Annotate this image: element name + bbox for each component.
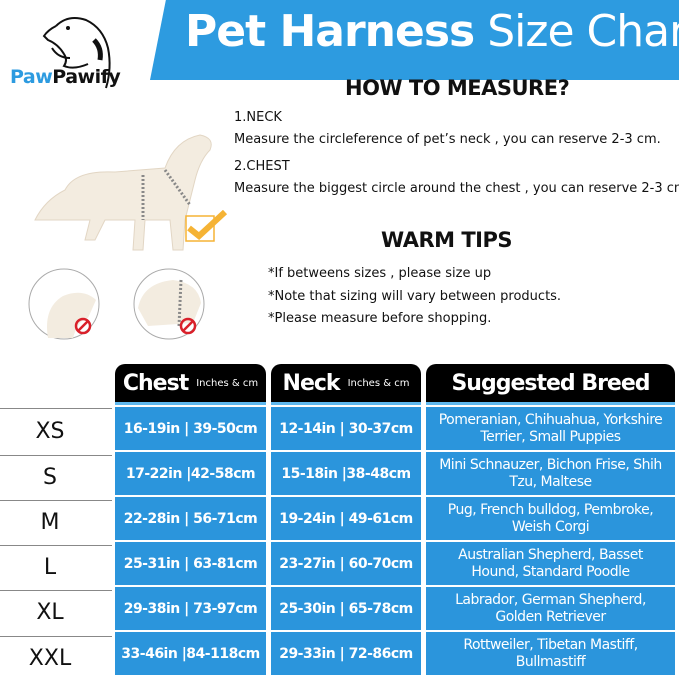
title-light: Size Chart [487, 6, 679, 57]
neck-cell: 29-33in | 72-86cm [271, 632, 421, 675]
neck-unit: Inches & cm [347, 377, 410, 389]
chest-unit: Inches & cm [196, 377, 259, 389]
brand-part1: Paw [10, 66, 53, 88]
tip-item: *Note that sizing will vary between prod… [268, 289, 562, 304]
size-label: XL [36, 600, 64, 625]
neck-column: Neck Inches & cm 12-14in | 30-37cm 15-18i… [271, 364, 421, 675]
neck-instructions: Measure the circleference of pet’s neck … [234, 132, 661, 147]
chest-cell: 25-31in | 63-81cm [115, 542, 266, 585]
wrong-chest-photo [133, 268, 205, 340]
title-bold: Pet Harness [185, 6, 475, 57]
tip-item: *If betweens sizes , please size up [268, 266, 492, 281]
wrong-neck-photo [28, 268, 100, 340]
chest-cell: 22-28in | 56-71cm [115, 497, 266, 540]
chest-header: Chest Inches & cm [115, 364, 266, 405]
prohibited-icon [74, 317, 92, 335]
size-label: L [43, 555, 57, 580]
dog-photo [34, 134, 212, 251]
chest-label: 2.CHEST [234, 159, 290, 174]
neck-cell: 23-27in | 60-70cm [271, 542, 421, 585]
breed-cell: Mini Schnauzer, Bichon Frise, Shih Tzu, … [426, 452, 675, 495]
breed-header: Suggested Breed [426, 364, 675, 405]
chest-instructions: Measure the biggest circle around the ch… [234, 181, 679, 196]
brand-part2: Pawify [52, 66, 121, 88]
breed-cell: Australian Shepherd, Basset Hound, Stand… [426, 542, 675, 585]
chest-cell: 17-22in |42-58cm [115, 452, 266, 495]
dog-logo-icon [42, 17, 111, 89]
neck-cell: 25-30in | 65-78cm [271, 587, 421, 630]
brand-logo-text: PawPawify [10, 66, 121, 88]
neck-cell: 15-18in |38-48cm [271, 452, 421, 495]
breed-title: Suggested Breed [451, 370, 650, 396]
breed-cell: Pomeranian, Chihuahua, Yorkshire Terrier… [426, 407, 675, 450]
how-to-measure-heading: HOW TO MEASURE? [345, 76, 570, 100]
page-title: Pet Harness Size Chart [185, 6, 679, 57]
size-label: S [43, 465, 57, 490]
neck-header: Neck Inches & cm [271, 364, 421, 405]
breed-cell: Pug, French bulldog, Pembroke, Weish Cor… [426, 497, 675, 540]
size-label: XXL [28, 646, 72, 671]
chest-cell: 16-19in | 39-50cm [115, 407, 266, 450]
checkmark-icon [185, 210, 227, 242]
neck-cell: 19-24in | 49-61cm [271, 497, 421, 540]
chest-column: Chest Inches & cm 16-19in | 39-50cm 17-22… [115, 364, 266, 675]
prohibited-icon [179, 317, 197, 335]
neck-title: Neck [282, 370, 341, 396]
breed-column: Suggested Breed Pomeranian, Chihuahua, Y… [426, 364, 675, 675]
size-label: M [40, 510, 60, 535]
breed-cell: Labrador, German Shepherd, Golden Retrie… [426, 587, 675, 630]
size-label: XS [35, 419, 65, 444]
breed-cell: Rottweiler, Tibetan Mastiff, Bullmastiff [426, 632, 675, 675]
neck-label: 1.NECK [234, 110, 282, 125]
chest-cell: 29-38in | 73-97cm [115, 587, 266, 630]
neck-cell: 12-14in | 30-37cm [271, 407, 421, 450]
tip-item: *Please measure before shopping. [268, 311, 492, 326]
chest-title: Chest [122, 370, 189, 396]
warm-tips-heading: WARM TIPS [381, 228, 513, 252]
title-banner [150, 0, 679, 80]
chest-cell: 33-46in |84-118cm [115, 632, 266, 675]
